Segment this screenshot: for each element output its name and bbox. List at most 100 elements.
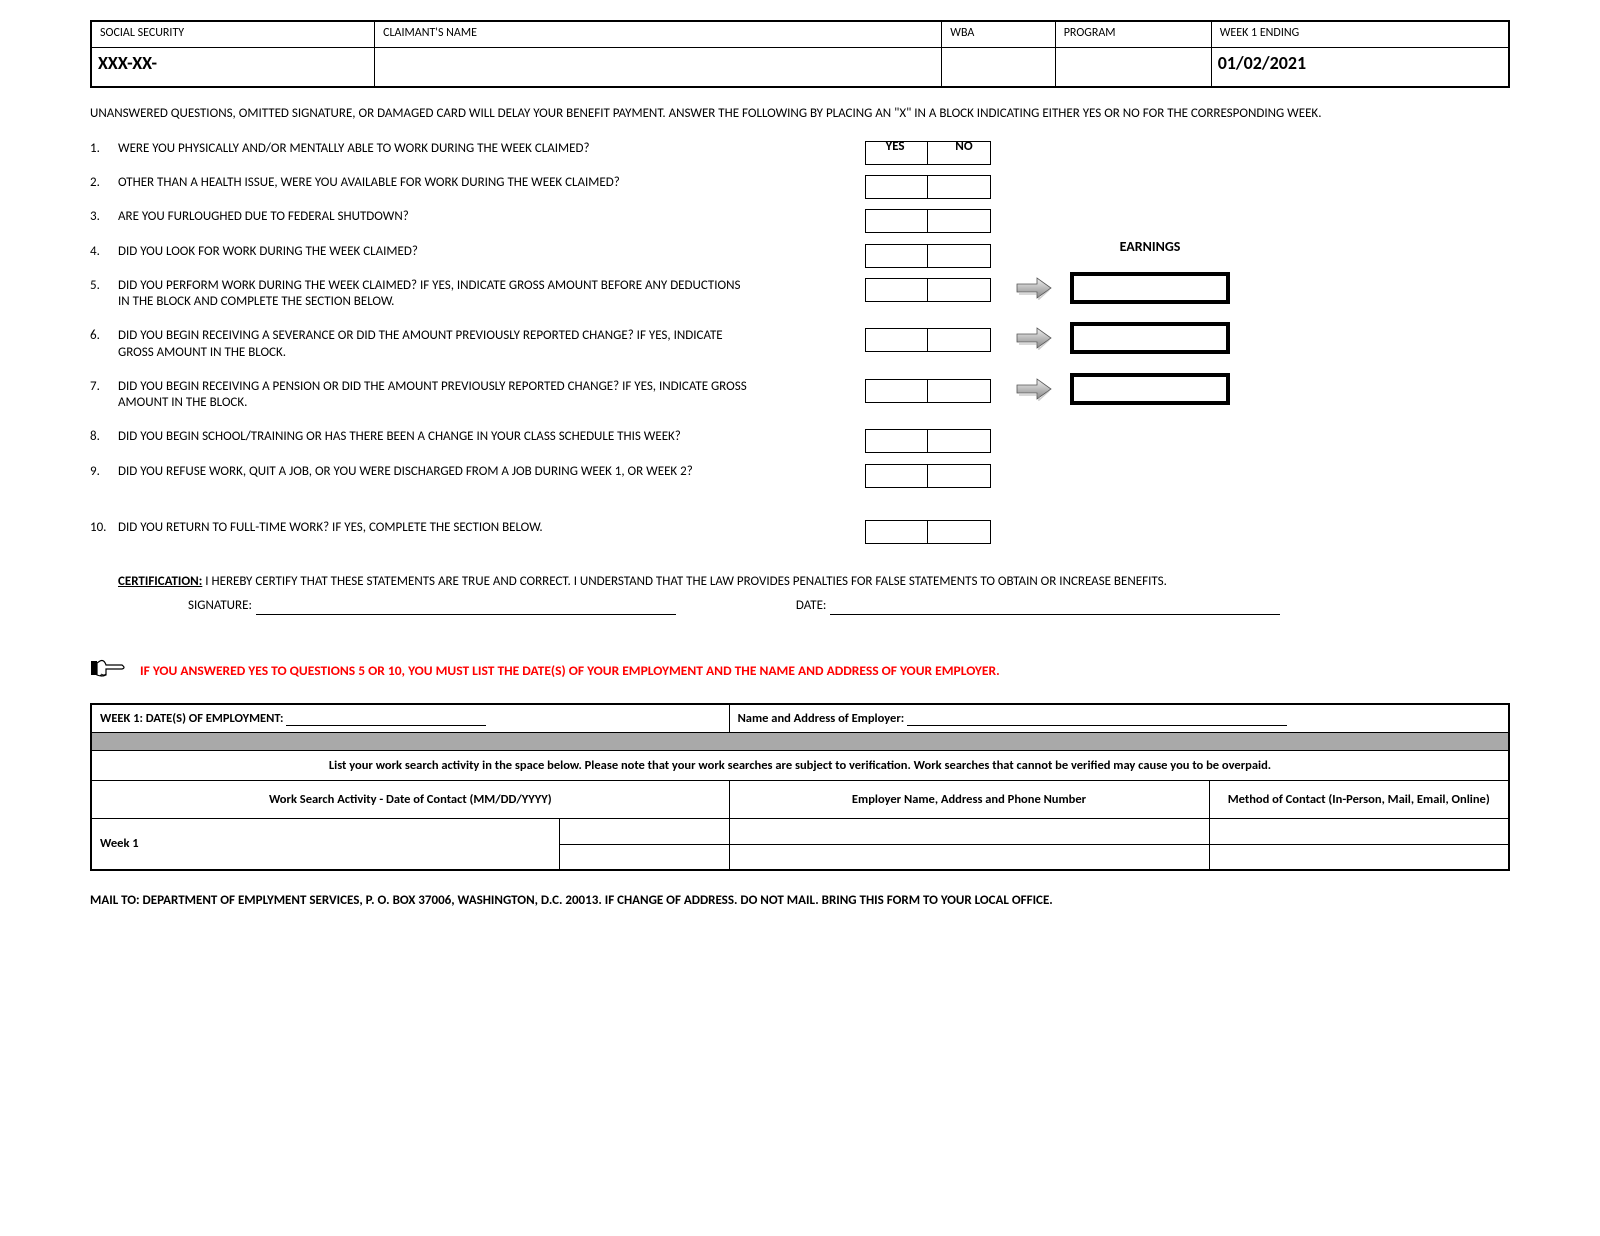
question-text: OTHER THAN A HEALTH ISSUE, WERE YOU AVAI… <box>118 175 758 191</box>
yes-no-boxes <box>865 175 991 199</box>
signature-block: SIGNATURE: <box>188 597 676 615</box>
no-box[interactable] <box>928 209 991 233</box>
question-text: DID YOU BEGIN RECEIVING A PENSION OR DID… <box>118 379 758 412</box>
yes-no-boxes <box>865 209 991 233</box>
certification-block: CERTIFICATION: I HEREBY CERTIFY THAT THE… <box>118 574 1510 615</box>
header-label-1: CLAIMANT'S NAME <box>375 21 942 47</box>
header-label-2: WBA <box>942 21 1055 47</box>
emp-dates-cell[interactable]: WEEK 1: DATE(S) OF EMPLOYMENT: <box>91 704 729 732</box>
certification-text: I HEREBY CERTIFY THAT THESE STATEMENTS A… <box>202 574 1167 589</box>
question-text: DID YOU BEGIN RECEIVING A SEVERANCE OR D… <box>118 328 758 361</box>
no-box[interactable] <box>928 328 991 352</box>
yes-no-boxes <box>865 429 991 453</box>
question-number: 1. <box>90 141 118 156</box>
question-row-10: 10.DID YOU RETURN TO FULL-TIME WORK? IF … <box>90 520 1510 536</box>
no-box[interactable] <box>928 141 991 165</box>
yes-no-boxes <box>865 244 991 268</box>
date-label: DATE: <box>796 598 826 613</box>
question-row-6: 6.DID YOU BEGIN RECEIVING A SEVERANCE OR… <box>90 328 1510 361</box>
yes-no-boxes <box>865 278 991 302</box>
yes-box[interactable] <box>865 429 928 453</box>
emp-name-cell[interactable]: Name and Address of Employer: <box>729 704 1509 732</box>
header-value-0[interactable]: XXX-XX- <box>91 47 375 87</box>
header-table: SOCIAL SECURITYCLAIMANT'S NAMEWBAPROGRAM… <box>90 20 1510 88</box>
no-box[interactable] <box>928 379 991 403</box>
date-block: DATE: <box>796 597 1280 615</box>
date-line[interactable] <box>830 597 1280 615</box>
question-number: 10. <box>90 520 118 535</box>
question-number: 4. <box>90 244 118 259</box>
question-number: 2. <box>90 175 118 190</box>
mail-to-text: MAIL TO: DEPARTMENT OF EMPLYMENT SERVICE… <box>90 893 1510 908</box>
yes-box[interactable] <box>865 141 928 165</box>
arrow-icon <box>1015 326 1053 354</box>
ws-employer-1[interactable] <box>729 818 1209 844</box>
ws-method-2[interactable] <box>1209 844 1509 870</box>
no-box[interactable] <box>928 278 991 302</box>
question-number: 6. <box>90 328 118 343</box>
question-row-1: 1.WERE YOU PHYSICALLY AND/OR MENTALLY AB… <box>90 141 1510 157</box>
question-number: 5. <box>90 278 118 293</box>
emp-dates-label: WEEK 1: DATE(S) OF EMPLOYMENT: <box>100 711 283 726</box>
header-value-2[interactable] <box>942 47 1055 87</box>
question-text: DID YOU LOOK FOR WORK DURING THE WEEK CL… <box>118 244 758 260</box>
earnings-input[interactable] <box>1070 272 1230 304</box>
yes-no-boxes <box>865 328 991 352</box>
earnings-label: EARNINGS <box>1070 238 1230 255</box>
yes-box[interactable] <box>865 209 928 233</box>
yes-no-boxes <box>865 379 991 403</box>
header-value-3[interactable] <box>1055 47 1211 87</box>
ws-method-1[interactable] <box>1209 818 1509 844</box>
question-number: 8. <box>90 429 118 444</box>
no-box[interactable] <box>928 175 991 199</box>
week1-label-cell: Week 1 <box>91 818 560 870</box>
ws-date-2[interactable] <box>560 844 730 870</box>
header-value-4[interactable]: 01/02/2021 <box>1211 47 1509 87</box>
question-row-2: 2.OTHER THAN A HEALTH ISSUE, WERE YOU AV… <box>90 175 1510 191</box>
question-row-7: 7.DID YOU BEGIN RECEIVING A PENSION OR D… <box>90 379 1510 412</box>
earnings-input[interactable] <box>1070 322 1230 354</box>
signature-line[interactable] <box>256 597 676 615</box>
question-text: DID YOU PERFORM WORK DURING THE WEEK CLA… <box>118 278 758 311</box>
certification-label: CERTIFICATION: <box>118 574 202 589</box>
question-row-4: 4.DID YOU LOOK FOR WORK DURING THE WEEK … <box>90 244 1510 260</box>
question-text: DID YOU REFUSE WORK, QUIT A JOB, OR YOU … <box>118 464 758 480</box>
question-row-3: 3.ARE YOU FURLOUGHED DUE TO FEDERAL SHUT… <box>90 209 1510 225</box>
pointing-hand-icon <box>90 655 130 685</box>
instructions-text: UNANSWERED QUESTIONS, OMITTED SIGNATURE,… <box>90 106 1510 123</box>
no-box[interactable] <box>928 244 991 268</box>
questions-area: YES NO 1.WERE YOU PHYSICALLY AND/OR MENT… <box>90 141 1510 536</box>
arrow-icon <box>1015 377 1053 405</box>
question-text: DID YOU RETURN TO FULL-TIME WORK? IF YES… <box>118 520 758 536</box>
no-box[interactable] <box>928 520 991 544</box>
ws-header-employer: Employer Name, Address and Phone Number <box>729 780 1209 818</box>
question-number: 3. <box>90 209 118 224</box>
yes-box[interactable] <box>865 278 928 302</box>
ws-employer-2[interactable] <box>729 844 1209 870</box>
earnings-input[interactable] <box>1070 373 1230 405</box>
arrow-icon <box>1015 276 1053 304</box>
question-number: 9. <box>90 464 118 479</box>
work-search-note: List your work search activity in the sp… <box>91 750 1509 780</box>
no-box[interactable] <box>928 429 991 453</box>
yes-box[interactable] <box>865 379 928 403</box>
question-row-8: 8.DID YOU BEGIN SCHOOL/TRAINING OR HAS T… <box>90 429 1510 445</box>
header-label-0: SOCIAL SECURITY <box>91 21 375 47</box>
header-value-1[interactable] <box>375 47 942 87</box>
question-text: ARE YOU FURLOUGHED DUE TO FEDERAL SHUTDO… <box>118 209 758 225</box>
no-box[interactable] <box>928 464 991 488</box>
emp-dates-line[interactable] <box>286 712 486 726</box>
yes-box[interactable] <box>865 244 928 268</box>
question-row-5: 5.DID YOU PERFORM WORK DURING THE WEEK C… <box>90 278 1510 311</box>
emp-name-line[interactable] <box>907 712 1287 726</box>
question-number: 7. <box>90 379 118 394</box>
ws-date-1[interactable] <box>560 818 730 844</box>
notice-row: IF YOU ANSWERED YES TO QUESTIONS 5 OR 10… <box>90 655 1510 685</box>
ws-header-date: Work Search Activity - Date of Contact (… <box>91 780 729 818</box>
yes-box[interactable] <box>865 328 928 352</box>
yes-no-boxes <box>865 464 991 488</box>
question-text: WERE YOU PHYSICALLY AND/OR MENTALLY ABLE… <box>118 141 758 157</box>
yes-box[interactable] <box>865 464 928 488</box>
yes-box[interactable] <box>865 175 928 199</box>
yes-box[interactable] <box>865 520 928 544</box>
